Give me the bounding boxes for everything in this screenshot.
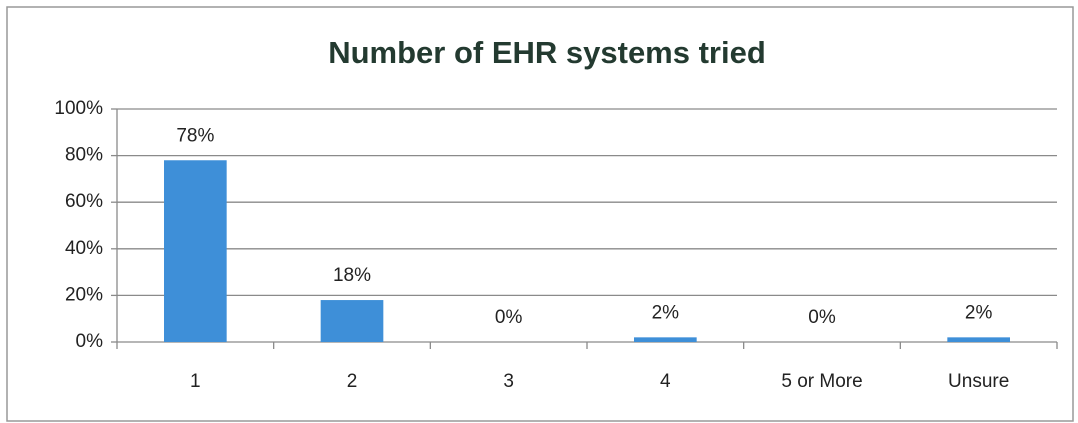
x-tick-label: Unsure bbox=[948, 371, 1009, 392]
y-tick-label: 60% bbox=[65, 191, 103, 212]
y-tick-label: 0% bbox=[76, 331, 104, 352]
y-tick-label: 80% bbox=[65, 145, 103, 166]
bar bbox=[164, 160, 227, 342]
data-label: 0% bbox=[808, 307, 836, 328]
bar bbox=[947, 337, 1010, 342]
data-label: 0% bbox=[495, 307, 523, 328]
x-tick-label: 4 bbox=[660, 371, 671, 392]
bar bbox=[634, 337, 697, 342]
chart-title: Number of EHR systems tried bbox=[328, 35, 766, 70]
x-tick-label: 5 or More bbox=[781, 371, 862, 392]
data-label: 78% bbox=[176, 125, 214, 146]
y-tick-label: 100% bbox=[54, 98, 103, 119]
x-tick-label: 1 bbox=[190, 371, 201, 392]
bar bbox=[320, 300, 384, 342]
x-tick-label: 2 bbox=[347, 371, 358, 392]
y-tick-label: 40% bbox=[65, 238, 103, 259]
data-label: 2% bbox=[652, 302, 680, 323]
y-tick-label: 20% bbox=[65, 284, 103, 305]
x-tick-label: 3 bbox=[503, 371, 514, 392]
data-label: 2% bbox=[965, 302, 993, 323]
data-label: 18% bbox=[333, 265, 371, 286]
